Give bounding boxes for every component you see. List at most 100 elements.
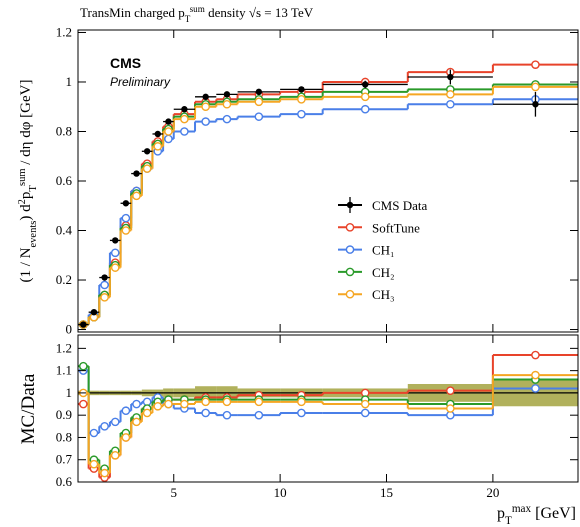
legend-label: CH₂ bbox=[372, 265, 395, 280]
marker bbox=[201, 117, 210, 126]
y-tick-label: 1 bbox=[66, 385, 73, 400]
legend-label: SoftTune bbox=[372, 220, 420, 235]
marker bbox=[360, 92, 370, 102]
x-axis-title: pTmax [GeV] bbox=[497, 503, 576, 527]
y-tick-label: 0.7 bbox=[56, 452, 73, 467]
marker bbox=[180, 127, 189, 136]
marker bbox=[110, 417, 120, 427]
marker bbox=[446, 90, 455, 99]
marker bbox=[121, 226, 131, 235]
data-point bbox=[223, 91, 231, 98]
text-part: p bbox=[497, 505, 505, 522]
marker bbox=[297, 408, 306, 418]
text-part: sum bbox=[17, 168, 28, 186]
data-point bbox=[112, 237, 119, 244]
text-part: T bbox=[185, 14, 191, 24]
marker bbox=[254, 397, 264, 407]
marker bbox=[89, 428, 99, 438]
y-tick-label: 0.8 bbox=[56, 123, 72, 138]
axes-frame bbox=[77, 29, 579, 333]
data-point bbox=[143, 148, 151, 155]
marker bbox=[531, 384, 540, 393]
marker bbox=[222, 410, 232, 420]
marker bbox=[121, 433, 131, 442]
x-tick-label: 20 bbox=[486, 485, 499, 500]
preliminary-label: Preliminary bbox=[110, 75, 171, 89]
y-tick-label: 0.2 bbox=[56, 272, 72, 287]
marker bbox=[153, 401, 163, 411]
data-point bbox=[255, 88, 263, 96]
chart-title: TransMin charged pTsum density √s = 13 T… bbox=[80, 4, 314, 24]
marker bbox=[142, 408, 152, 418]
marker bbox=[153, 142, 163, 151]
marker bbox=[132, 417, 141, 427]
marker bbox=[297, 397, 306, 407]
marker bbox=[222, 114, 232, 124]
marker bbox=[531, 350, 540, 360]
y-tick-label: 0.6 bbox=[56, 173, 73, 188]
cms-label: CMS bbox=[110, 55, 141, 71]
marker bbox=[201, 397, 210, 407]
marker bbox=[79, 361, 88, 371]
ratio-y-axis-title: MC/Data bbox=[18, 373, 39, 444]
marker bbox=[446, 386, 455, 395]
y-tick-label: 0.9 bbox=[56, 407, 72, 422]
marker bbox=[110, 263, 120, 272]
marker bbox=[360, 408, 370, 418]
marker bbox=[531, 60, 540, 69]
marker bbox=[100, 293, 109, 302]
text-part: max bbox=[512, 503, 532, 515]
legend-marker bbox=[345, 267, 355, 277]
data-point bbox=[154, 130, 161, 138]
text-part: 2 bbox=[17, 199, 28, 204]
marker bbox=[201, 408, 210, 418]
y-tick-label: 0.4 bbox=[56, 223, 73, 238]
legend-label: CH₃ bbox=[372, 287, 395, 302]
plot-area bbox=[78, 350, 578, 482]
marker bbox=[164, 399, 173, 409]
marker bbox=[100, 422, 109, 431]
text-part: T bbox=[28, 185, 39, 192]
text-part: ) d bbox=[18, 204, 34, 221]
marker bbox=[297, 109, 306, 119]
text-part: TransMin charged p bbox=[80, 5, 185, 20]
y-tick-label: 1 bbox=[66, 74, 73, 89]
data-point bbox=[101, 274, 108, 281]
marker bbox=[360, 104, 370, 114]
marker bbox=[164, 127, 173, 136]
plot-area bbox=[78, 60, 578, 329]
text-part: (1 / N bbox=[18, 247, 34, 282]
marker bbox=[531, 82, 540, 92]
marker bbox=[222, 397, 232, 407]
y-axis-title: (1 / Nevents) d2pTsum / dη dφ [GeV] bbox=[17, 79, 39, 282]
y-tick-label: 1.2 bbox=[56, 340, 72, 355]
data-point bbox=[122, 200, 130, 207]
marker bbox=[100, 280, 109, 290]
marker bbox=[89, 459, 99, 469]
marker bbox=[254, 410, 264, 420]
legend-marker bbox=[345, 289, 355, 299]
text-part: T bbox=[505, 515, 512, 527]
text-part: events bbox=[28, 221, 39, 248]
y-tick-label: 1.1 bbox=[56, 363, 72, 378]
marker bbox=[531, 370, 540, 380]
marker bbox=[222, 99, 232, 109]
data-point bbox=[80, 321, 87, 328]
legend-marker bbox=[345, 245, 355, 254]
y-tick-label: 0.8 bbox=[56, 429, 72, 444]
legend-label: CH₁ bbox=[372, 243, 395, 258]
marker bbox=[180, 114, 189, 124]
marker bbox=[180, 399, 189, 409]
data-point bbox=[202, 93, 209, 101]
marker bbox=[360, 399, 370, 409]
marker bbox=[446, 99, 455, 109]
marker bbox=[254, 97, 264, 107]
marker bbox=[121, 213, 131, 223]
marker bbox=[121, 406, 131, 416]
data-point bbox=[362, 81, 369, 88]
marker bbox=[201, 102, 210, 112]
x-tick-label: 5 bbox=[170, 485, 177, 500]
y-tick-label: 1.2 bbox=[56, 24, 72, 39]
text-part: sum bbox=[190, 4, 205, 14]
